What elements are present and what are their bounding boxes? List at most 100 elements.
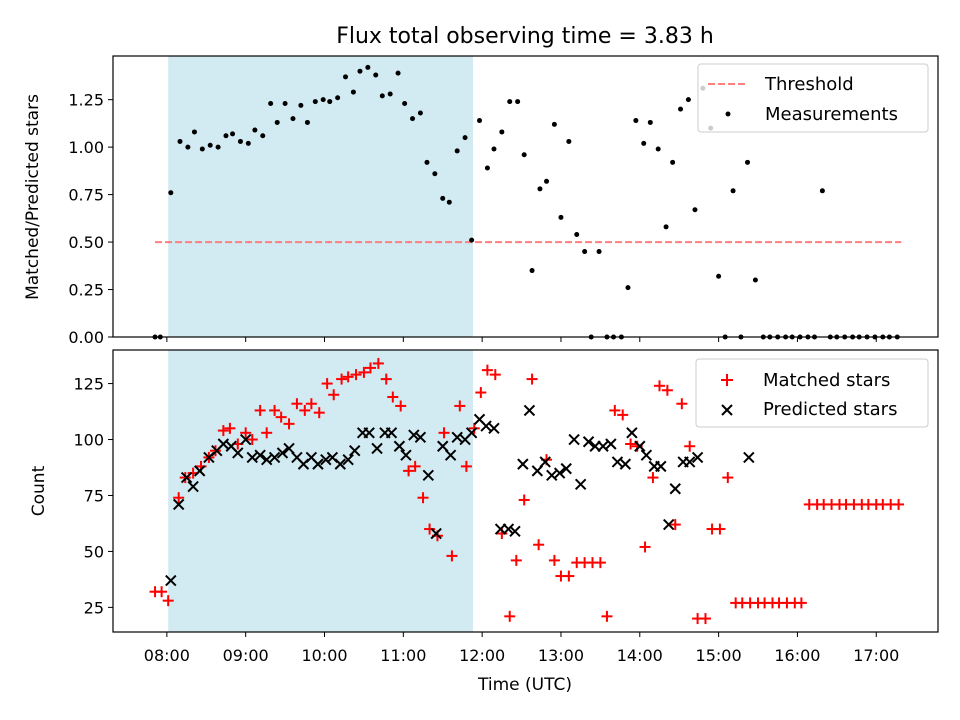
matched-stars-point — [669, 519, 681, 531]
count-y-tick-label: 50 — [84, 542, 104, 561]
matched-stars-point — [795, 597, 807, 609]
measurement-point — [558, 214, 564, 220]
measurement-point — [692, 207, 698, 213]
measurement-point — [357, 68, 363, 74]
matched-stars-point — [269, 404, 281, 416]
predicted-stars-point — [539, 456, 551, 468]
count-y-tick-label: 75 — [84, 486, 104, 505]
predicted-stars-point — [626, 427, 638, 439]
predicted-stars-point — [180, 471, 193, 484]
measurement-point — [335, 95, 341, 101]
predicted-stars-point — [312, 458, 324, 470]
measurement-point — [245, 140, 251, 146]
measurement-point — [596, 249, 602, 255]
ratio-y-tick-label: 1.00 — [68, 138, 104, 157]
measurement-point — [462, 135, 468, 141]
measurement-point — [752, 277, 758, 283]
measurement-point — [373, 72, 379, 78]
measurement-point — [252, 127, 258, 133]
measurement-point — [678, 106, 684, 112]
predicted-stars-point — [502, 523, 515, 535]
x-tick-label: 11:00 — [380, 646, 426, 665]
matched-stars-point — [601, 610, 613, 622]
matched-stars-point — [342, 371, 354, 383]
measurement-point — [379, 93, 385, 99]
measurement-point — [446, 199, 452, 205]
predicted-stars-point — [334, 458, 346, 470]
predicted-stars-point — [414, 431, 427, 443]
matched-stars-point — [403, 465, 415, 477]
matched-stars-point — [395, 400, 407, 412]
measurement-point — [716, 273, 722, 279]
x-axis-label: Time (UTC) — [477, 675, 572, 695]
matched-stars-point — [510, 554, 522, 566]
matched-stars-point — [548, 554, 560, 566]
matched-stars-point — [217, 425, 229, 437]
predicted-stars-point — [560, 462, 572, 475]
measurement-point — [417, 110, 423, 116]
matched-stars-point — [533, 539, 545, 551]
measurement-point — [551, 121, 557, 127]
measurement-point — [544, 178, 550, 184]
matched-stars-point — [358, 366, 370, 378]
matched-stars-point — [661, 384, 673, 396]
matched-stars-point — [328, 389, 340, 401]
measurement-point — [633, 118, 639, 124]
predicted-stars-point — [553, 467, 566, 479]
matched-stars-point — [722, 472, 734, 484]
measurement-point — [304, 119, 310, 125]
predicted-stars-point — [444, 449, 457, 461]
predicted-stars-point — [605, 438, 617, 450]
matched-stars-point — [518, 494, 530, 506]
predicted-stars-point — [342, 453, 354, 466]
measurement-point — [268, 100, 274, 106]
predicted-stars-point — [669, 483, 681, 495]
measurement-point — [685, 97, 691, 103]
measurement-point — [566, 138, 572, 144]
count-legend: Matched stars Predicted stars — [695, 358, 929, 428]
measurement-point — [477, 118, 483, 124]
measurement-point — [223, 133, 229, 139]
measurement-point — [168, 190, 174, 196]
predicted-stars-point — [393, 440, 406, 452]
predicted-stars-point — [523, 404, 536, 417]
predicted-stars-point — [187, 480, 199, 493]
predicted-stars-point — [232, 447, 244, 459]
matched-stars-point — [417, 492, 429, 504]
ratio-y-axis-label: Matched/Predicted stars — [23, 94, 43, 300]
measurement-point — [274, 119, 280, 125]
predicted-stars-point — [363, 427, 375, 439]
count-panel: 25 50 75 100 125 08:00 09:00 10:00 11:00 12:00 13:… — [29, 349, 939, 695]
matched-stars-point — [173, 492, 185, 504]
matched-stars-point — [275, 411, 287, 423]
matched-stars-point — [350, 369, 362, 381]
measurement-point — [647, 119, 653, 125]
predicted-stars-point — [597, 440, 609, 452]
measurement-point — [230, 131, 236, 137]
predicted-stars-point — [283, 442, 295, 455]
matched-stars-point — [446, 550, 458, 562]
matched-stars-point — [156, 586, 168, 598]
predicted-stars-point — [684, 456, 696, 468]
ratio-shaded-interval — [168, 56, 473, 337]
x-tick-label: 10:00 — [301, 646, 347, 665]
matched-stars-point — [283, 418, 295, 430]
measurement-point — [454, 148, 460, 154]
ratio-panel: 0.00 0.25 0.50 0.75 1.00 1.25 Matched/Predict… — [23, 55, 939, 347]
measurement-point — [655, 146, 661, 152]
x-tick-label: 08:00 — [144, 646, 190, 665]
matched-stars-point — [291, 398, 303, 410]
measurement-point — [484, 165, 490, 171]
predicted-stars-point — [408, 429, 420, 441]
measurement-point — [410, 116, 416, 122]
x-tick-label: 12:00 — [459, 646, 505, 665]
predicted-stars-point — [640, 449, 653, 461]
ratio-y-tick-label: 0.25 — [68, 281, 104, 300]
legend-threshold-label: Threshold — [764, 74, 854, 95]
matched-stars-point — [893, 498, 905, 510]
measurement-point — [215, 144, 221, 150]
chart-title: Flux total observing time = 3.83 h — [336, 24, 714, 49]
matched-stars-point — [299, 404, 311, 416]
measurement-point — [365, 64, 371, 70]
